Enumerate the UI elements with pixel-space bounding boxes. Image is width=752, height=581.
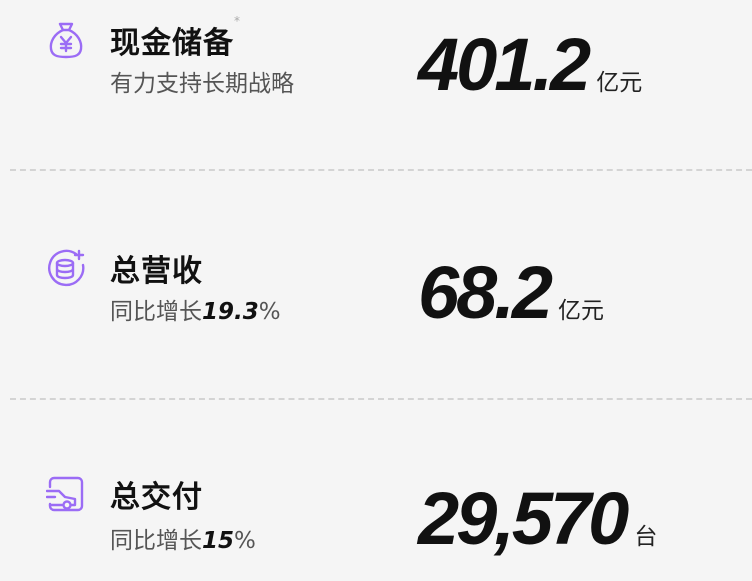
stat-subtitle: 有力支持长期战略: [110, 71, 294, 97]
stat-subtitle-prefix: 同比增长: [110, 528, 202, 554]
stat-value: 401.2: [418, 23, 591, 106]
stat-title: 现金储备: [110, 26, 234, 61]
money-bag-yen-icon: [49, 22, 83, 59]
growth-value: 15: [202, 528, 235, 554]
footnote-mark: *: [234, 14, 241, 28]
stat-value: 29,570: [418, 477, 629, 560]
stat-cash-reserve: 现金储备* 有力支持长期战略 401.2 亿元: [0, 0, 752, 170]
divider: [10, 398, 752, 400]
divider: [10, 169, 752, 171]
stat-subtitle-prefix: 同比增长: [110, 299, 202, 325]
car-delivery-icon: [46, 476, 84, 512]
coins-plus-icon: [48, 249, 85, 287]
stat-title: 总营收: [110, 254, 203, 289]
stat-total-deliveries: 总交付 同比增长15% 29,570 台: [0, 400, 752, 581]
growth-value: 19.3: [202, 299, 259, 325]
stat-unit: 台: [634, 524, 658, 550]
stat-unit: 亿元: [558, 298, 605, 324]
percent-sign: %: [258, 299, 281, 325]
stat-total-revenue: 总营收 同比增长19.3% 68.2 亿元: [0, 170, 752, 398]
stat-title: 总交付: [110, 480, 203, 515]
percent-sign: %: [234, 528, 256, 554]
stat-unit: 亿元: [596, 70, 643, 96]
stat-value: 68.2: [418, 251, 553, 334]
